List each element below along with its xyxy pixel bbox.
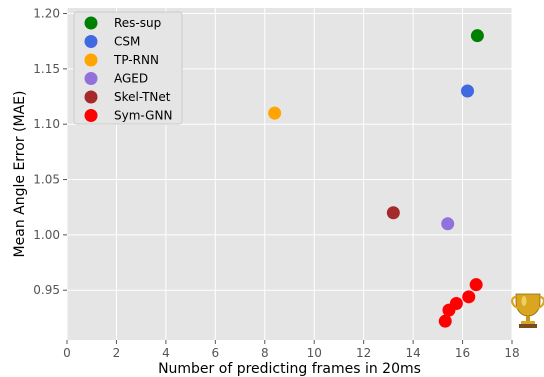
legend-marker-tp-rnn — [84, 53, 98, 67]
x-axis-title: Number of predicting frames in 20ms — [158, 361, 421, 377]
point-sym-gnn — [469, 278, 483, 292]
x-tick-label: 0 — [63, 346, 71, 360]
x-tick-label: 2 — [113, 346, 121, 360]
y-tick-label: 0.95 — [33, 283, 60, 297]
data-points — [268, 29, 484, 328]
y-axis-title: Mean Angle Error (MAE) — [12, 91, 28, 258]
legend-label-sym-gnn: Sym-GNN — [114, 109, 172, 123]
legend-marker-sym-gnn — [84, 109, 98, 122]
x-tick-label: 14 — [405, 346, 420, 360]
legend: Res-sup CSM TP-RNN AGED Skel-TNet Sym-GNN — [73, 11, 183, 125]
point-sym-gnn — [438, 314, 452, 328]
point-aged — [441, 217, 455, 231]
point-sym-gnn — [462, 290, 476, 304]
y-axis-ticks: 0.95 1.00 1.05 1.10 1.15 1.20 — [33, 7, 67, 297]
x-tick-label: 18 — [504, 346, 519, 360]
legend-marker-skel-tnet — [84, 90, 98, 104]
legend-label-tp-rnn: TP-RNN — [113, 53, 159, 67]
x-tick-label: 4 — [162, 346, 170, 360]
y-tick-label: 1.00 — [33, 228, 60, 242]
x-tick-label: 16 — [455, 346, 470, 360]
y-tick-label: 1.15 — [33, 62, 60, 76]
x-tick-label: 10 — [307, 346, 322, 360]
point-sym-gnn — [449, 296, 463, 310]
y-tick-label: 1.10 — [33, 117, 60, 131]
y-tick-label: 1.20 — [33, 7, 60, 21]
x-tick-label: 6 — [212, 346, 220, 360]
point-csm — [461, 84, 474, 98]
y-tick-label: 1.05 — [33, 173, 60, 187]
point-res-sup — [470, 29, 484, 43]
legend-label-aged: AGED — [114, 72, 148, 86]
x-axis-ticks: 0 2 4 6 8 10 12 14 16 18 — [63, 340, 520, 360]
legend-label-res-sup: Res-sup — [114, 16, 161, 30]
x-tick-label: 12 — [356, 346, 371, 360]
trophy-icon — [511, 293, 544, 328]
point-tp-rnn — [268, 106, 282, 120]
legend-box — [73, 11, 183, 125]
legend-marker-csm — [84, 35, 98, 48]
legend-marker-aged — [84, 72, 98, 85]
legend-label-csm: CSM — [114, 35, 140, 49]
legend-marker-res-sup — [84, 16, 98, 30]
point-skel-tnet — [386, 206, 400, 220]
x-tick-label: 8 — [261, 346, 269, 360]
legend-label-skel-tnet: Skel-TNet — [114, 90, 171, 104]
